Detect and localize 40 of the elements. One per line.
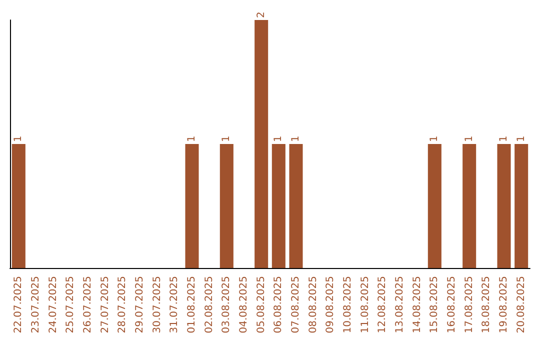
data-label: 1	[290, 136, 302, 142]
data-label: 1	[516, 136, 527, 142]
x-tick-label: 19.08.2025	[498, 276, 510, 334]
data-label: 1	[221, 136, 232, 142]
x-tick-label: 27.07.2025	[100, 276, 111, 334]
x-tick-label: 22.07.2025	[13, 276, 24, 334]
data-label: 1	[498, 136, 510, 142]
x-tick-label: 07.08.2025	[290, 276, 302, 334]
x-tick-label: 04.08.2025	[238, 276, 250, 334]
x-tick-label: 30.07.2025	[152, 276, 163, 334]
x-tick-label: 01.08.2025	[186, 276, 198, 334]
data-label: 1	[13, 136, 24, 142]
data-label: 2	[256, 12, 267, 18]
x-tick-label: 17.08.2025	[464, 276, 475, 334]
x-tick-label: 25.07.2025	[65, 276, 76, 334]
x-tick-label: 28.07.2025	[117, 276, 128, 334]
x-tick-label: 12.08.2025	[377, 276, 388, 334]
data-label: 1	[186, 136, 198, 142]
x-tick-label: 31.07.2025	[169, 276, 180, 334]
x-tick-label: 14.08.2025	[412, 276, 423, 334]
x-tick-label: 26.07.2025	[82, 276, 94, 334]
x-tick-label: 06.08.2025	[273, 276, 284, 334]
x-tick-label: 23.07.2025	[30, 276, 42, 334]
x-tick-label: 20.08.2025	[516, 276, 527, 334]
data-label: 1	[273, 136, 284, 142]
x-tick-label: 08.08.2025	[308, 276, 319, 334]
x-tick-label: 05.08.2025	[256, 276, 267, 334]
x-tick-label: 16.08.2025	[446, 276, 458, 334]
x-tick-label: 29.07.2025	[134, 276, 146, 334]
x-tick-label: 24.07.2025	[48, 276, 59, 334]
x-tick-label: 18.08.2025	[481, 276, 492, 334]
x-tick-label: 11.08.2025	[360, 276, 371, 334]
x-tick-label: 13.08.2025	[394, 276, 406, 334]
x-tick-label: 09.08.2025	[325, 276, 336, 334]
data-label: 1	[464, 136, 475, 142]
x-tick-label: 10.08.2025	[342, 276, 354, 334]
x-tick-label: 02.08.2025	[204, 276, 215, 334]
x-tick-label: 03.08.2025	[221, 276, 232, 334]
data-label: 1	[429, 136, 440, 142]
x-tick-label: 15.08.2025	[429, 276, 440, 334]
